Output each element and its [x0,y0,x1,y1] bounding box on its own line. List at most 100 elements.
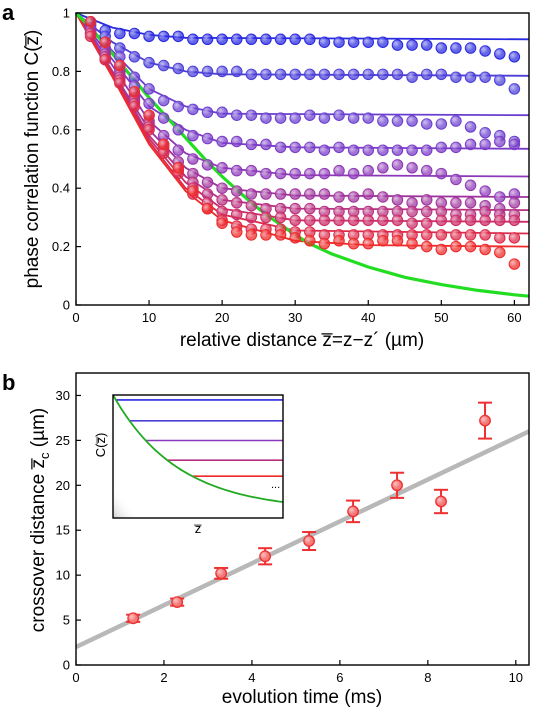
series-2-point [114,42,126,54]
series-9-point [114,77,126,89]
point-highlight [319,145,330,156]
point-highlight [479,415,491,426]
point-highlight [304,226,316,238]
point-highlight [348,206,359,217]
series-8-point [245,211,258,224]
series-5-point [450,173,462,186]
series-6-point [274,188,287,200]
series-3-point [420,118,433,130]
series-1-point [494,48,506,60]
series-7-point [201,188,214,200]
series-2-point [289,68,301,81]
series-2-point [508,83,521,95]
point-highlight [303,535,315,547]
point-highlight [348,112,359,124]
series-3-point [274,112,287,124]
series-9-point [450,229,462,241]
series-4-point [406,144,418,156]
point-highlight [348,238,359,249]
crossover-point [478,401,493,440]
point-highlight [289,142,301,153]
point-highlight [202,188,213,200]
y-tick-label: 0.2 [52,239,70,254]
series-10-point [216,217,228,229]
point-highlight [216,107,228,118]
series-7-point [391,205,404,218]
x-tick-label: 20 [215,310,229,325]
series-2-point [187,65,199,78]
point-highlight [363,69,374,80]
series-10-point [172,162,185,174]
point-highlight [173,145,184,156]
series-10-point [420,240,433,253]
point-highlight [450,142,462,153]
point-highlight [114,51,126,62]
point-highlight [187,104,199,115]
series-7-point [420,205,433,218]
series-5-point [406,162,418,174]
crossover-point [170,596,185,609]
series-1-point [450,42,462,54]
point-highlight [231,165,242,176]
point-highlight [304,34,316,45]
series-3-point [216,106,228,119]
point-highlight [450,215,462,226]
point-highlight [450,241,462,252]
series-10-point [274,229,287,241]
x-tick-label: 10 [142,310,156,325]
series-2-point [391,68,404,81]
series-6-point [377,191,389,203]
point-highlight [202,177,213,188]
point-highlight [231,66,242,77]
series-5-point [172,144,185,156]
point-highlight [216,66,228,77]
point-highlight [260,168,272,179]
point-highlight [319,215,330,226]
series-2-point [450,71,462,83]
crossover-point [126,612,141,625]
point-highlight [465,121,476,133]
series-2-point [420,68,433,81]
x-tick-label: 10 [509,670,523,685]
series-5-point [464,179,477,192]
series-5-point [318,167,331,180]
point-highlight [421,206,432,217]
point-highlight [421,194,432,206]
series-10-point [333,235,345,247]
series-7-point [274,202,287,215]
point-highlight [436,42,447,54]
x-tick-label: 8 [424,670,431,685]
inset-dots: ... [271,479,280,491]
point-highlight [363,165,374,176]
series-5-point [420,164,433,177]
series-9-point [99,53,111,66]
chart-a: 0 10 20 30 40 50 60 0 0.2 0.4 0.6 0.8 1 relative dis… [22,6,530,351]
series-5-point [230,164,243,177]
series-7-point [289,202,301,215]
point-highlight [319,188,330,200]
point-highlight [391,480,403,491]
point-highlight [231,136,242,147]
y-tick-label: 0.8 [52,64,70,79]
point-highlight [260,188,272,200]
point-highlight [289,203,301,214]
point-highlight [348,37,359,48]
point-highlight [114,28,126,39]
point-highlight [333,142,345,153]
point-highlight [436,229,447,241]
series-8-point [274,211,287,224]
point-highlight [289,188,301,200]
series-3-point [157,94,170,107]
series-8-point [450,214,462,227]
point-highlight [260,69,272,80]
point-highlight [465,229,476,241]
point-highlight [246,188,257,200]
series-10-point [494,246,506,259]
series-1-point [318,36,331,48]
series-9-point [362,229,375,241]
point-highlight [158,130,169,141]
point-highlight [158,31,169,42]
series-1-point [143,30,155,43]
series-10-point [84,16,97,28]
series-8-point [304,214,316,227]
